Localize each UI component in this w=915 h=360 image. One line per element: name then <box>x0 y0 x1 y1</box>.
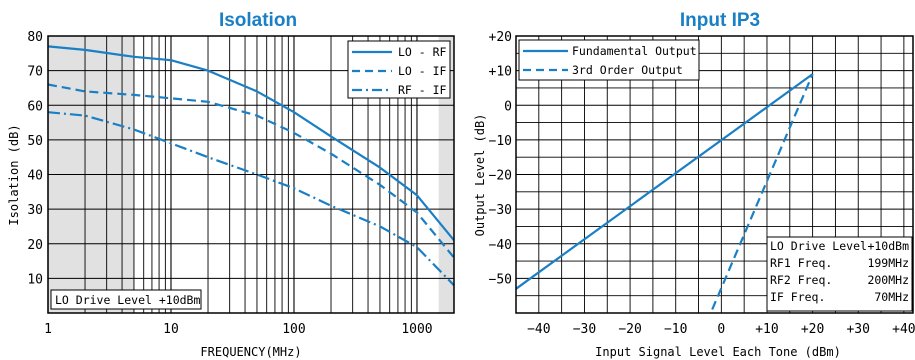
ip3-y-tick-label: 0 <box>504 99 512 114</box>
legend-label-fundamental: Fundamental Output <box>572 44 697 58</box>
isolation-plot-frame <box>47 35 455 314</box>
isolation-y-tick-label: 80 <box>27 30 43 45</box>
isolation-x-tick-label: 100 <box>282 322 305 337</box>
ip3-y-tick-label: −30 <box>489 203 512 218</box>
legend-label-lo-rf: LO - RF <box>398 45 447 59</box>
ip3-y-axis-label: Output Level (dB) <box>473 114 487 237</box>
isolation-legend: LO - RF LO - IF RF - IF <box>347 40 451 99</box>
legend-label-rf-if: RF - IF <box>398 83 447 97</box>
info-box-value: 70MHz <box>874 290 909 304</box>
isolation-y-tick-label: 20 <box>27 238 43 253</box>
isolation-series-lo-if <box>47 83 455 259</box>
svg-text:LO Drive Level +10dBm: LO Drive Level +10dBm <box>55 293 200 307</box>
isolation-chart: Isolation 1 10 100 1000 10 20 30 40 50 60 70 80 FRE… <box>7 10 455 359</box>
info-box-value: 199MHz <box>867 256 909 270</box>
ip3-y-tick-label: +20 <box>489 30 512 45</box>
info-box-label: RF1 Freq. <box>770 256 832 270</box>
ip3-y-tick-label: −40 <box>489 238 512 253</box>
isolation-x-tick-label: 10 <box>163 322 179 337</box>
ip3-x-axis-label: Input Signal Level Each Tone (dBm) <box>595 345 841 359</box>
ip3-legend: Fundamental Output 3rd Order Output <box>518 39 700 81</box>
isolation-x-axis-label: FREQUENCY(MHz) <box>200 345 301 359</box>
isolation-y-tick-label: 50 <box>27 134 43 149</box>
legend-label-3rd-order: 3rd Order Output <box>572 63 683 77</box>
ip3-x-tick-label: −10 <box>664 322 687 337</box>
ip3-y-tick-label: −10 <box>489 134 512 149</box>
isolation-y-axis-label: Isolation (dB) <box>7 124 21 225</box>
info-box-value: 200MHz <box>867 273 909 287</box>
ip3-y-tick-label: −20 <box>489 169 512 184</box>
ip3-series-fundamental-output <box>515 73 814 290</box>
ip3-plot-frame <box>515 35 914 314</box>
isolation-annotation: LO Drive Level +10dBm <box>50 289 202 310</box>
ip3-info-box: LO Drive Level +10dBm RF1 Freq. 199MHz RF2 F… <box>766 236 913 312</box>
isolation-series-lo-rf <box>47 45 455 241</box>
ip3-x-tick-label: +20 <box>801 322 824 337</box>
isolation-y-tick-label: 70 <box>27 65 43 80</box>
ip3-chart: Input IP3 −40 −30 −20 −10 0 +10 +20 +30 +40 −50 −4… <box>473 10 915 359</box>
isolation-x-tick-label: 1000 <box>401 322 432 337</box>
ip3-y-tick-label: −50 <box>489 272 512 287</box>
info-box-value: +10dBm <box>867 239 909 253</box>
isolation-y-tick-label: 60 <box>27 99 43 114</box>
info-box-label: LO Drive Level <box>770 239 867 253</box>
isolation-y-tick-label: 10 <box>27 272 43 287</box>
isolation-y-tick-label: 40 <box>27 169 43 184</box>
ip3-x-tick-label: +40 <box>892 322 915 337</box>
ip3-x-tick-label: +30 <box>846 322 869 337</box>
isolation-title: Isolation <box>219 10 297 31</box>
isolation-y-tick-label: 30 <box>27 203 43 218</box>
info-box-label: IF Freq. <box>770 290 825 304</box>
isolation-x-tick-label: 1 <box>44 322 52 337</box>
ip3-series-3rd-order-output <box>711 73 814 310</box>
ip3-x-tick-label: −40 <box>527 322 550 337</box>
ip3-y-tick-label: +10 <box>489 65 512 80</box>
ip3-x-tick-label: −30 <box>573 322 596 337</box>
isolation-series-rf-if <box>47 111 455 287</box>
ip3-x-tick-label: −20 <box>618 322 641 337</box>
ip3-title: Input IP3 <box>680 10 760 31</box>
legend-label-lo-if: LO - IF <box>398 64 447 78</box>
info-box-label: RF2 Freq. <box>770 273 832 287</box>
ip3-x-tick-label: +10 <box>755 322 778 337</box>
ip3-x-tick-label: 0 <box>717 322 725 337</box>
